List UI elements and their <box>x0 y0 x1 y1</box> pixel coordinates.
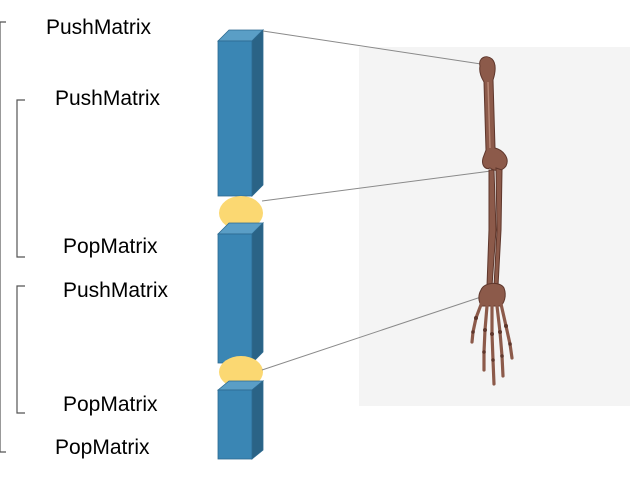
hand-segment-side <box>251 380 264 460</box>
forearm-segment <box>217 222 264 364</box>
finger-joint <box>491 358 495 362</box>
finger-joint <box>482 350 486 354</box>
elbow-joint <box>219 196 263 230</box>
finger-joint <box>490 332 494 336</box>
finger-joints <box>471 316 512 362</box>
upper-arm-segment-side <box>251 29 264 197</box>
push-matrix-label-outer: PushMatrix <box>46 16 152 39</box>
finger-joint <box>500 354 504 358</box>
finger-bones <box>470 300 514 386</box>
connector-elbow <box>261 170 492 202</box>
ring-finger-bone <box>495 304 505 378</box>
wrist-joint <box>219 356 263 388</box>
pop-matrix-label-upper: PopMatrix <box>63 235 158 258</box>
connector-shoulder <box>262 30 482 65</box>
index-finger-bone <box>482 304 489 372</box>
finger-joint <box>508 342 512 346</box>
finger-joint <box>471 330 475 334</box>
hand-segment-front <box>217 389 253 460</box>
finger-joint <box>504 324 508 328</box>
upper-inner-bracket <box>16 99 25 258</box>
connector-wrist <box>261 295 485 371</box>
little-finger-bone <box>499 302 514 360</box>
push-matrix-label-upper: PushMatrix <box>55 87 161 110</box>
arm-skeleton-illustration <box>470 56 514 386</box>
middle-finger-bone <box>490 304 496 386</box>
upper-arm-segment <box>217 29 264 197</box>
humerus-highlight <box>487 81 491 149</box>
pop-matrix-label-lower: PopMatrix <box>63 393 158 416</box>
forearm-segment-side <box>251 222 264 364</box>
lower-inner-bracket <box>16 285 25 414</box>
push-matrix-label-lower: PushMatrix <box>63 279 169 302</box>
outer-bracket <box>0 21 6 453</box>
humerus-bone <box>479 56 508 171</box>
pop-matrix-label-outer: PopMatrix <box>55 436 150 459</box>
hand-segment <box>216 380 265 460</box>
upper-arm-segment-front <box>217 40 253 197</box>
finger-joint <box>474 316 478 320</box>
carpal-bones <box>478 282 506 307</box>
finger-joint <box>483 328 487 332</box>
thumb-bone <box>470 300 484 344</box>
forearm-segment-front <box>217 233 253 364</box>
finger-joint <box>498 330 502 334</box>
